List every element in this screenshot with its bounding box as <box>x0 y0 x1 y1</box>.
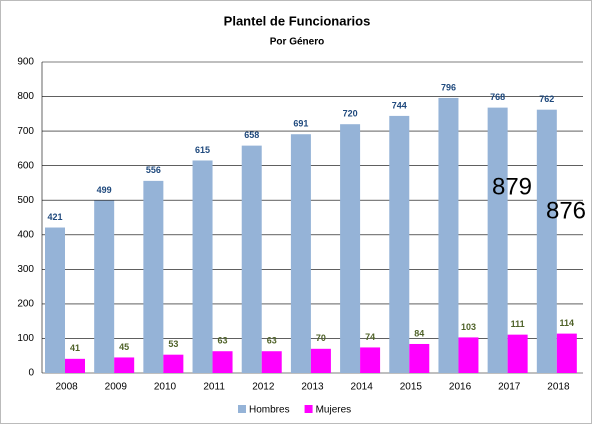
bar <box>65 358 85 373</box>
bar <box>360 347 381 373</box>
bar <box>94 200 115 373</box>
y-tick-label: 300 <box>17 264 34 275</box>
bar <box>261 351 282 373</box>
bar <box>45 227 65 373</box>
x-tick-label: 2012 <box>252 382 275 393</box>
y-tick-label: 900 <box>17 57 34 68</box>
value-label: 53 <box>168 339 178 349</box>
x-tick-label: 2018 <box>547 382 570 393</box>
x-tick-label: 2008 <box>55 382 78 393</box>
bar <box>389 115 410 373</box>
bar <box>556 333 577 373</box>
x-tick-label: 2009 <box>105 382 128 393</box>
value-label: 111 <box>511 319 525 329</box>
y-tick-label: 500 <box>17 195 34 206</box>
legend-label: Mujeres <box>316 405 352 416</box>
bar <box>310 348 331 373</box>
x-tick-label: 2015 <box>400 382 423 393</box>
value-label: 796 <box>441 82 456 92</box>
x-tick-label: 2013 <box>301 382 324 393</box>
bar <box>241 145 262 373</box>
x-tick-label: 2010 <box>154 382 177 393</box>
bar <box>409 343 430 373</box>
value-label: 63 <box>218 336 228 346</box>
value-label: 556 <box>146 165 161 175</box>
value-label: 74 <box>365 332 375 342</box>
value-label: 744 <box>392 100 407 110</box>
bar <box>143 180 164 373</box>
value-label: 45 <box>119 342 129 352</box>
value-label: 103 <box>461 322 476 332</box>
y-tick-label: 600 <box>17 160 34 171</box>
y-tick-label: 200 <box>17 299 34 310</box>
y-tick-label: 800 <box>17 91 34 102</box>
value-label: 762 <box>539 94 554 104</box>
x-tick-label: 2011 <box>203 382 225 393</box>
chart-subtitle: Por Género <box>270 37 324 48</box>
y-tick-label: 100 <box>17 333 34 344</box>
value-label: 658 <box>244 130 259 140</box>
value-label: 114 <box>560 318 575 328</box>
bar <box>438 97 459 373</box>
bar <box>487 107 508 373</box>
bar <box>114 357 135 373</box>
bar <box>458 337 479 373</box>
value-label: 41 <box>70 343 80 353</box>
legend-swatch <box>238 405 246 413</box>
bar <box>340 124 361 373</box>
bar <box>507 334 528 373</box>
value-label: 70 <box>316 333 326 343</box>
y-tick-label: 700 <box>17 126 34 137</box>
annotation: 876 <box>546 197 586 224</box>
y-tick-label: 400 <box>17 229 34 240</box>
value-label: 768 <box>490 92 505 102</box>
x-tick-label: 2017 <box>498 382 521 393</box>
legend-label: Hombres <box>249 405 290 416</box>
bar <box>536 109 557 373</box>
bar <box>290 134 311 373</box>
chart-title: Plantel de Funcionarios <box>224 13 371 28</box>
annotation: 879 <box>492 173 532 200</box>
value-label: 615 <box>195 145 210 155</box>
legend-swatch <box>304 405 313 413</box>
value-label: 84 <box>414 328 424 338</box>
y-tick-label: 0 <box>28 368 34 379</box>
bar <box>212 351 233 373</box>
x-tick-label: 2016 <box>449 382 472 393</box>
x-tick-label: 2014 <box>351 382 374 393</box>
bar <box>192 160 213 373</box>
value-label: 421 <box>47 212 62 222</box>
value-label: 720 <box>343 109 358 119</box>
value-label: 499 <box>97 185 112 195</box>
value-label: 63 <box>267 336 277 346</box>
value-label: 691 <box>293 119 308 129</box>
bar <box>163 354 184 373</box>
